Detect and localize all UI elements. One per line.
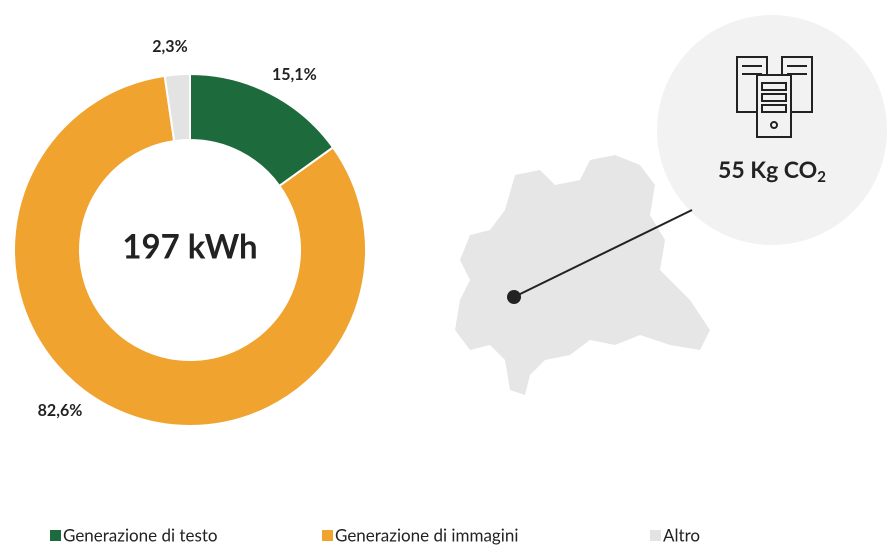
connector [513, 209, 693, 298]
legend-swatch [50, 530, 61, 541]
location-dot [507, 290, 521, 304]
value-label: 15,1% [272, 65, 317, 84]
server-icon [736, 56, 813, 138]
co2-label: 55 Kg CO2 [718, 155, 826, 186]
legend-label: Generazione di immagini [335, 524, 518, 545]
co2-subscript: 2 [817, 168, 826, 186]
legend-label: Generazione di testo [63, 524, 218, 545]
value-label: 2,3% [152, 37, 187, 56]
donut-slice [13, 74, 367, 427]
value-label: 82,6% [38, 401, 83, 420]
donut-slice [163, 72, 191, 143]
center-label: 197 kWh [122, 226, 257, 266]
legend-swatch [322, 530, 333, 541]
region-map [455, 155, 710, 395]
legend-label: Altro [663, 524, 700, 545]
co2-text: 55 Kg CO [718, 155, 817, 183]
legend-swatch [650, 530, 661, 541]
